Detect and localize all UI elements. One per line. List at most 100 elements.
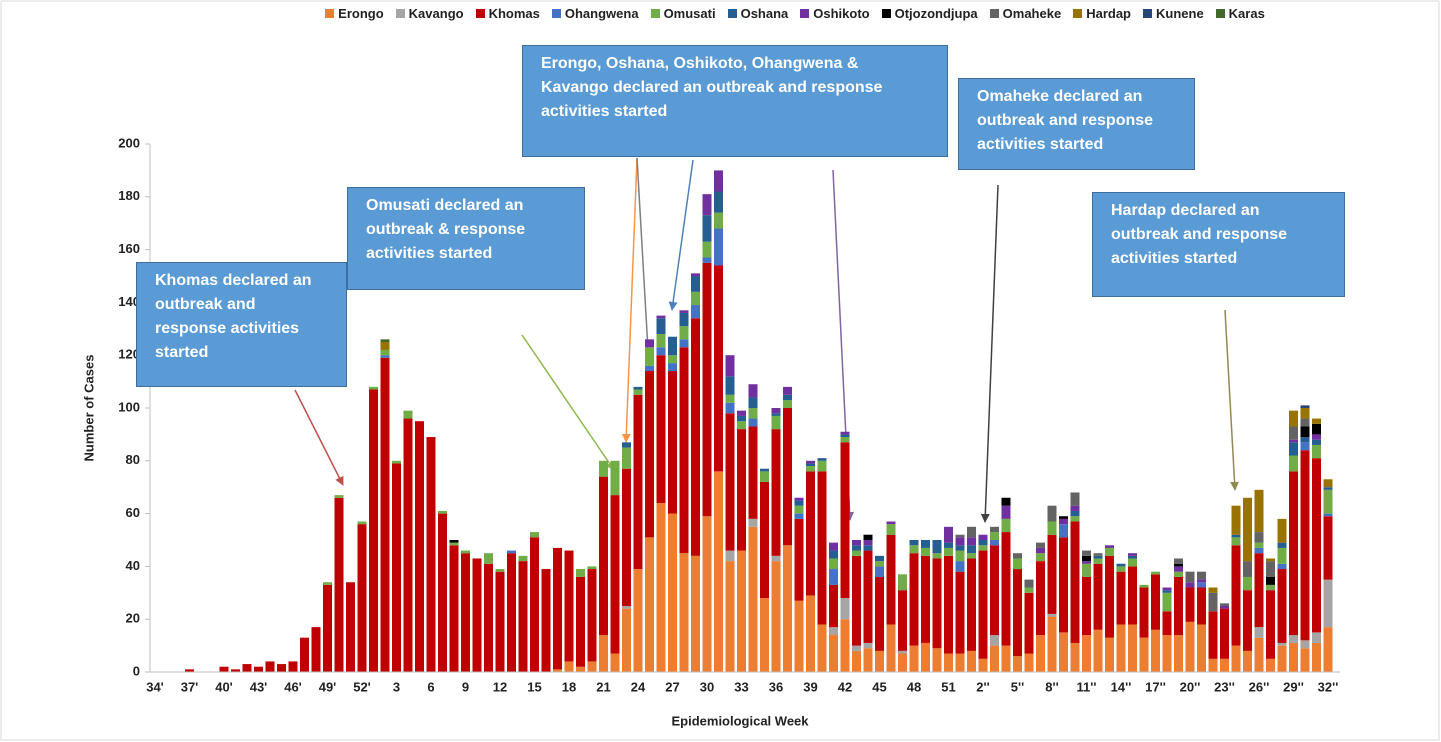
bar-segment: [783, 400, 792, 408]
bar-segment: [702, 194, 712, 216]
bar-segment: [656, 315, 666, 319]
bar-segment: [1266, 658, 1275, 672]
bar-segment: [1243, 497, 1252, 562]
bar-segment: [725, 376, 735, 395]
bar-segment: [1013, 656, 1022, 672]
bar-segment: [1174, 566, 1183, 572]
bar-segment: [955, 545, 965, 551]
bar-segment: [921, 547, 930, 556]
bar-segment: [1243, 576, 1252, 591]
bar-segment: [1185, 621, 1195, 672]
bar-segment: [403, 410, 413, 419]
bar-segment: [714, 471, 723, 672]
bar-segment: [886, 624, 896, 672]
bar-segment: [518, 561, 528, 672]
bar-segment: [392, 460, 401, 464]
bar-segment: [1036, 561, 1045, 636]
bar-segment: [737, 415, 746, 422]
bar-segment: [829, 558, 838, 570]
bar-segment: [725, 402, 735, 414]
bar-segment: [1151, 571, 1160, 575]
bar-segment: [840, 431, 850, 435]
bar-segment: [530, 532, 539, 538]
bar-segment: [1323, 487, 1333, 490]
bar-segment: [806, 463, 815, 467]
bar-segment: [1162, 635, 1172, 672]
bar-segment: [1024, 653, 1034, 672]
bar-segment: [277, 664, 286, 672]
bar-segment: [242, 664, 252, 672]
bar-segment: [955, 550, 965, 562]
bar-segment: [1312, 632, 1321, 643]
bar-segment: [852, 645, 861, 651]
bar-segment: [783, 386, 792, 395]
bar-segment: [380, 349, 390, 356]
legend-label: Hardap: [1086, 6, 1131, 21]
bar-segment: [1289, 471, 1298, 636]
y-tick-label: 100: [118, 399, 140, 414]
bar-segment: [909, 540, 919, 546]
bar-segment: [990, 545, 999, 636]
bar-segment: [829, 569, 838, 585]
bar-segment: [1277, 518, 1287, 543]
bar-segment: [1082, 563, 1091, 577]
y-tick-label: 200: [118, 135, 140, 150]
legend-swatch: [650, 9, 660, 18]
bar-segment: [852, 550, 861, 556]
bar-segment: [1047, 616, 1057, 672]
x-tick-label: 11'': [1077, 679, 1097, 694]
bar-segment: [921, 555, 930, 643]
y-tick-label: 120: [118, 347, 140, 362]
bar-segment: [645, 339, 654, 348]
bar-segment: [507, 550, 516, 554]
bar-segment: [806, 595, 815, 672]
x-tick-label: 32'': [1318, 679, 1339, 694]
legend-label: Karas: [1228, 6, 1265, 21]
bar-segment: [645, 347, 654, 366]
bar-segment: [771, 415, 781, 430]
bar-segment: [978, 534, 988, 540]
bar-segment: [553, 547, 562, 670]
bar-segment: [760, 481, 769, 599]
y-tick-label: 0: [133, 663, 140, 678]
bar-segment: [1093, 629, 1103, 672]
bar-segment: [1231, 645, 1241, 672]
bar-segment: [1312, 642, 1321, 672]
bar-segment: [668, 355, 677, 364]
bar-segment: [357, 521, 367, 525]
bar-segment: [1116, 563, 1126, 567]
bar-segment: [1220, 603, 1229, 606]
bar-segment: [875, 566, 884, 577]
bar-segment: [898, 574, 907, 591]
bar-segment: [702, 215, 712, 242]
bar-segment: [1116, 571, 1126, 625]
bar-segment: [449, 545, 459, 672]
bar-segment: [852, 650, 861, 672]
bar-segment: [369, 386, 378, 390]
bar-segment: [472, 558, 482, 672]
y-axis-label: Number of Cases: [81, 355, 96, 462]
bar-segment: [1208, 658, 1218, 672]
bar-segment: [1082, 555, 1091, 562]
bar-segment: [633, 569, 643, 672]
bar-segment: [1300, 648, 1310, 672]
bar-segment: [576, 569, 585, 577]
x-tick-label: 5'': [1011, 679, 1024, 694]
bar-segment: [863, 648, 873, 672]
bar-segment: [1243, 561, 1252, 577]
bar-segment: [1197, 587, 1206, 625]
bar-segment: [760, 471, 769, 482]
x-tick-label: 43': [250, 679, 268, 694]
bar-segment: [1197, 582, 1206, 588]
bar-segment: [771, 413, 781, 416]
bar-segment: [794, 513, 804, 519]
bar-segment: [679, 553, 689, 672]
bar-segment: [1300, 405, 1310, 408]
bar-segment: [1277, 642, 1287, 646]
x-tick-label: 29'': [1283, 679, 1304, 694]
bar-segment: [334, 495, 344, 498]
bar-segment: [817, 624, 827, 672]
bar-segment: [806, 471, 815, 596]
bar-segment: [668, 336, 677, 356]
arrow: [668, 159, 694, 311]
